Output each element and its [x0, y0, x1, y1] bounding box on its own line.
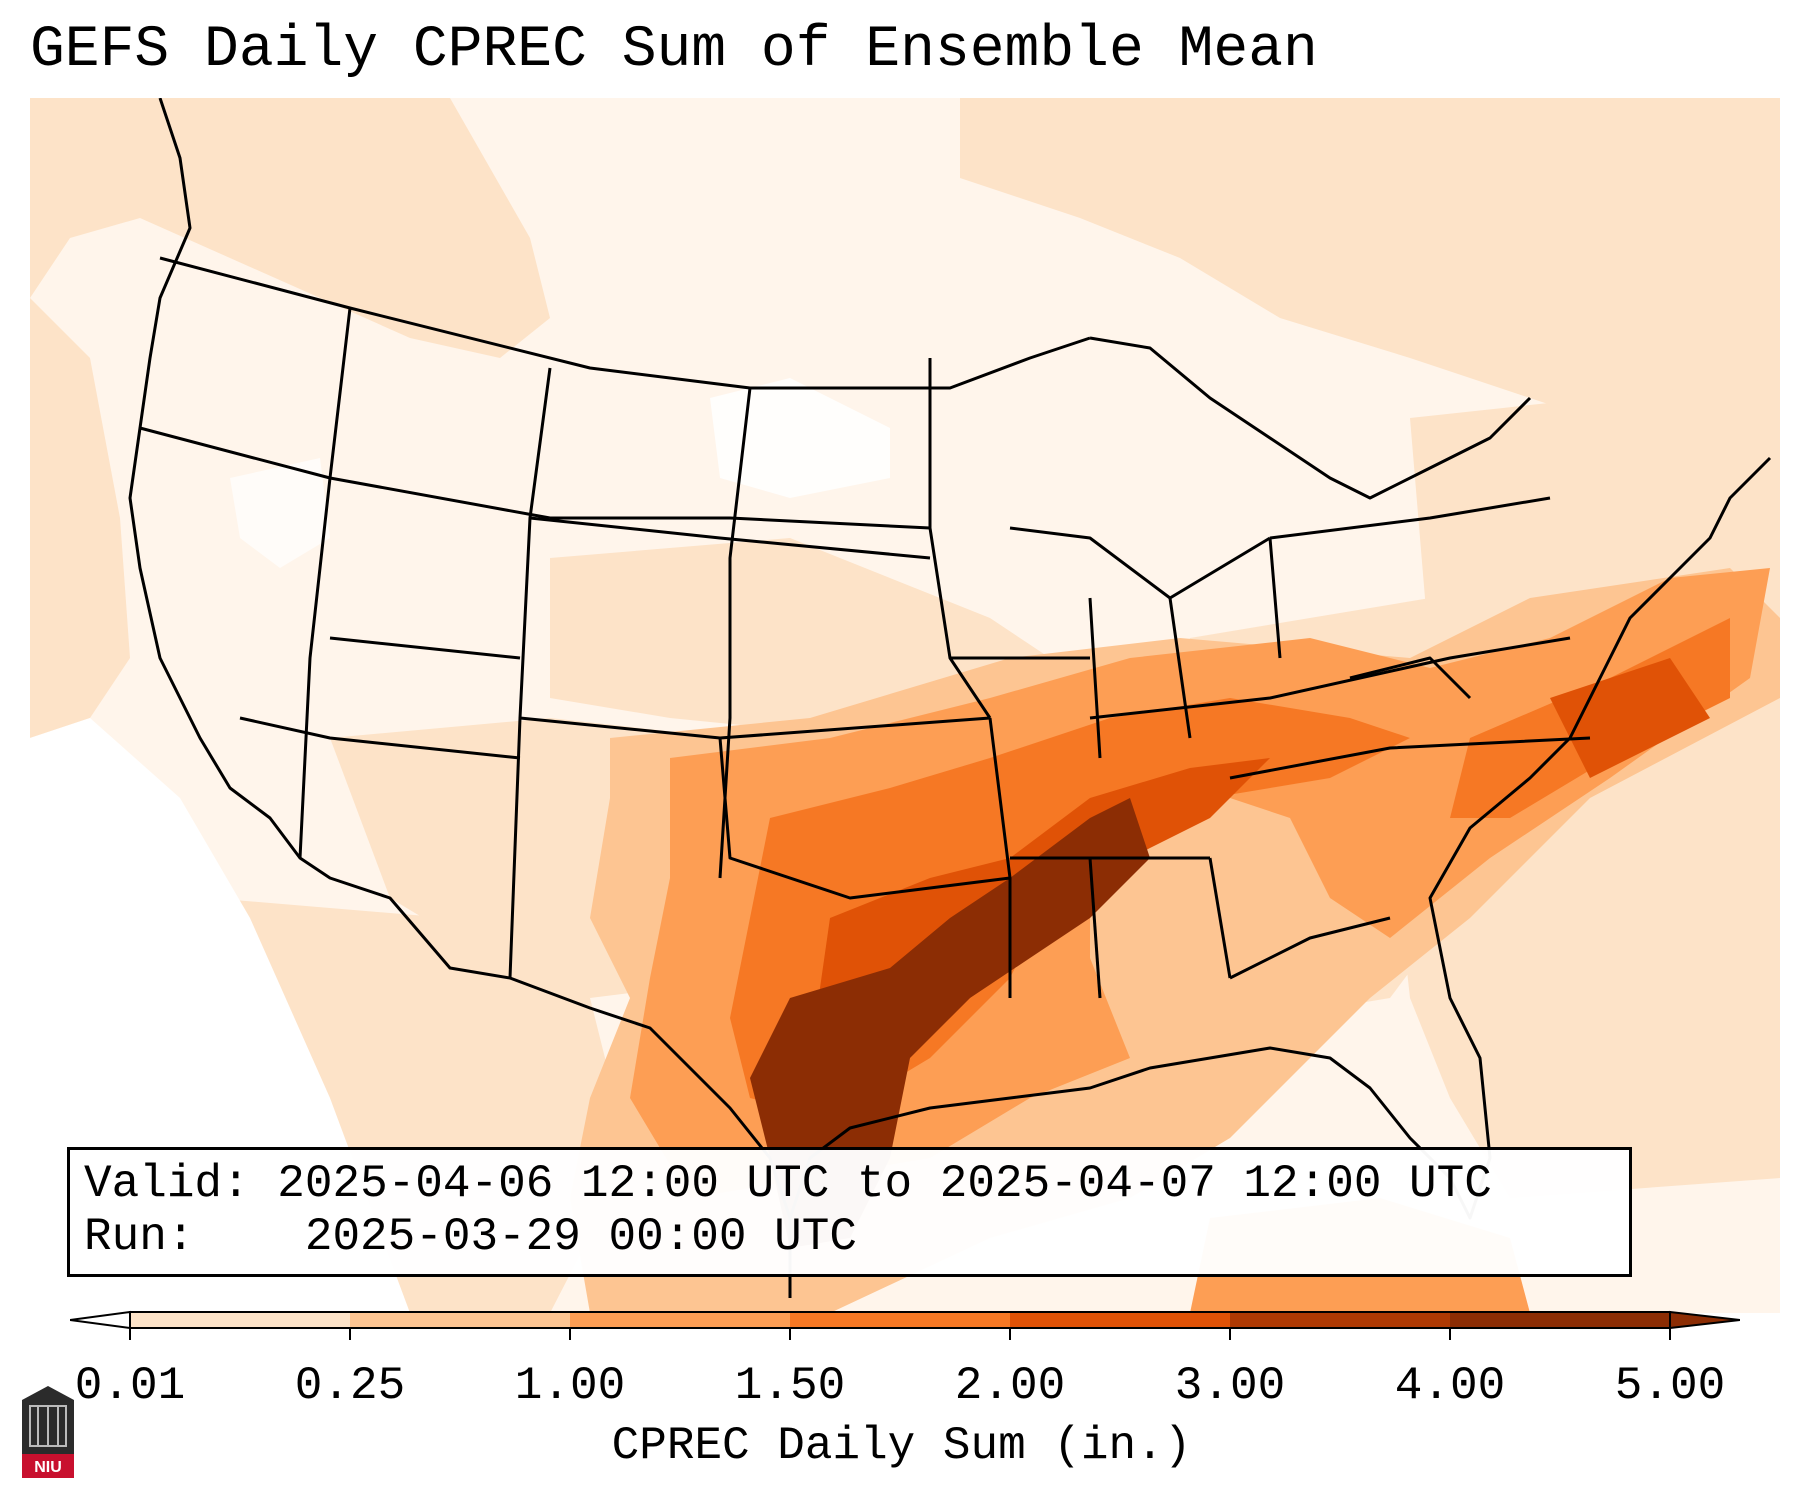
colorbar-tick-label: 0.01 [74, 1360, 186, 1412]
colorbar-tick-label: 4.00 [1394, 1360, 1506, 1412]
colorbar-bin [350, 1312, 571, 1328]
colorbar [70, 1310, 1740, 1340]
colorbar-bin [570, 1312, 791, 1328]
state-borders [128, 98, 1772, 1298]
colorbar-bin [1230, 1312, 1451, 1328]
colorbar-bin [130, 1312, 351, 1328]
colorbar-frame [129, 1311, 1671, 1329]
precip-map [30, 98, 1780, 1313]
colorbar-tick-label: 1.00 [514, 1360, 626, 1412]
niu-logo: NIU [22, 1386, 74, 1478]
run-line: Run: 2025-03-29 00:00 UTC [84, 1211, 1615, 1264]
colorbar-tick-label: 5.00 [1614, 1360, 1726, 1412]
colorbar-bin [790, 1312, 1011, 1328]
colorbar-bin [1450, 1312, 1671, 1328]
run-value: 2025-03-29 00:00 UTC [304, 1211, 857, 1263]
colorbar-ticks [129, 1328, 1671, 1340]
colorbar-lower-extend [70, 1310, 131, 1330]
colorbar-tick-label: 2.00 [954, 1360, 1066, 1412]
colorbar-tick-label: 1.50 [734, 1360, 846, 1412]
precip-max-layer [750, 798, 1150, 1248]
valid-run-box: Valid: 2025-04-06 12:00 UTC to 2025-04-0… [67, 1147, 1632, 1277]
logo-text: NIU [34, 1459, 62, 1476]
chart-title: GEFS Daily CPREC Sum of Ensemble Mean [30, 18, 1318, 83]
colorbar-upper-extend [1669, 1310, 1740, 1330]
colorbar-bin [1010, 1312, 1231, 1328]
valid-line: Valid: 2025-04-06 12:00 UTC to 2025-04-0… [84, 1158, 1615, 1211]
colorbar-tick-label: 0.25 [294, 1360, 406, 1412]
colorbar-bins [130, 1312, 1671, 1328]
colorbar-tick-label: 3.00 [1174, 1360, 1286, 1412]
colorbar-label: CPREC Daily Sum (in.) [611, 1420, 1192, 1472]
valid-value: 2025-04-06 12:00 UTC to 2025-04-07 12:00… [277, 1158, 1492, 1210]
valid-label: Valid: [84, 1158, 250, 1210]
run-label: Run: [84, 1211, 195, 1263]
